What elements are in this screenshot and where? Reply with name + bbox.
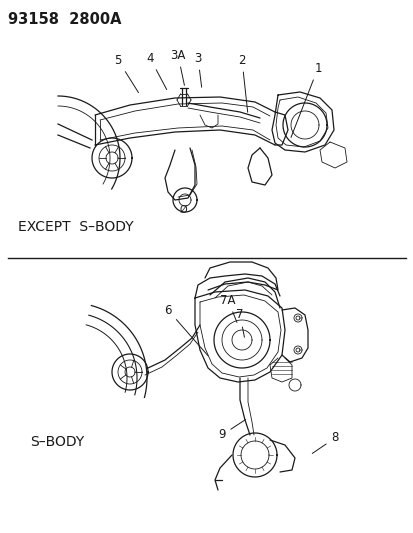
Text: 3A: 3A: [170, 49, 185, 85]
Text: EXCEPT  S–BODY: EXCEPT S–BODY: [18, 220, 133, 234]
Text: 4: 4: [146, 52, 166, 90]
Text: 8: 8: [311, 432, 338, 454]
Text: 6: 6: [164, 303, 208, 356]
Text: 2: 2: [237, 53, 247, 112]
Text: 3: 3: [194, 52, 201, 87]
Text: S–BODY: S–BODY: [30, 435, 84, 449]
Text: 1: 1: [290, 61, 321, 138]
Text: 7A: 7A: [220, 294, 236, 322]
Text: Ø: Ø: [179, 205, 186, 215]
Text: 7: 7: [236, 309, 244, 337]
Text: 9: 9: [218, 419, 245, 441]
Text: 5: 5: [114, 53, 138, 93]
Text: 93158  2800A: 93158 2800A: [8, 12, 121, 27]
